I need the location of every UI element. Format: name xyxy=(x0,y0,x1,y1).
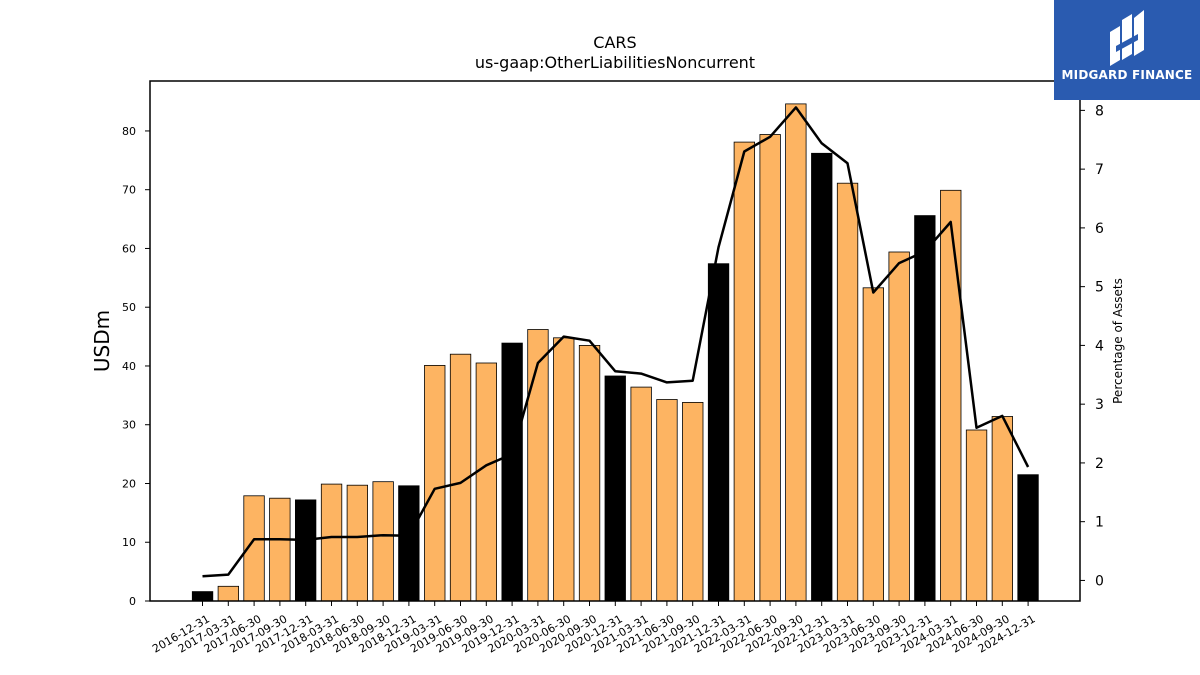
y2-tick-label: 2 xyxy=(1095,456,1104,472)
bar xyxy=(372,481,394,602)
y-tick-label: 80 xyxy=(122,125,136,138)
bar xyxy=(294,499,317,602)
x-axis: 2016-12-312017-03-312017-06-302017-09-30… xyxy=(150,601,1038,656)
bar xyxy=(191,591,214,602)
bar xyxy=(475,362,498,602)
bar xyxy=(862,287,884,602)
bar xyxy=(656,399,678,602)
chart-subtitle: us-gaap:OtherLiabilitiesNoncurrent xyxy=(475,53,755,72)
y-tick-label: 0 xyxy=(129,595,136,608)
bar xyxy=(991,416,1013,602)
bar xyxy=(888,251,910,602)
y2-tick-label: 8 xyxy=(1095,103,1104,119)
y2-tick-label: 7 xyxy=(1095,162,1104,178)
bar xyxy=(398,485,420,602)
bar xyxy=(707,263,730,602)
bar xyxy=(217,585,240,602)
bar xyxy=(836,182,859,602)
y-tick-label: 70 xyxy=(122,184,136,197)
y2-tick-label: 3 xyxy=(1095,397,1104,413)
bar xyxy=(682,401,704,602)
bar xyxy=(785,103,807,602)
y-tick-label: 50 xyxy=(122,301,136,314)
bar xyxy=(811,152,833,602)
bar xyxy=(501,342,523,602)
bar xyxy=(527,329,549,602)
bar xyxy=(965,429,988,602)
bar xyxy=(1017,474,1039,602)
y-tick-label: 60 xyxy=(122,242,136,255)
bar xyxy=(424,364,446,602)
bar xyxy=(269,497,291,602)
y-axis-label: USDm xyxy=(90,310,114,372)
y-tick-label: 40 xyxy=(122,360,136,373)
percentage-line xyxy=(202,106,1030,578)
bar xyxy=(733,141,755,602)
bar xyxy=(630,386,652,602)
y-axis-right: 0 1 2 3 4 5 6 7 8 xyxy=(1080,103,1104,589)
line-layer xyxy=(202,106,1030,578)
y2-tick-label: 5 xyxy=(1095,280,1104,296)
y2-tick-label: 6 xyxy=(1095,221,1104,237)
chart-title: CARS xyxy=(593,33,636,52)
y2-axis-label: Percentage of Assets xyxy=(1111,278,1125,404)
brand-name: MIDGARD FINANCE xyxy=(1061,68,1193,82)
bar xyxy=(940,189,962,602)
y-tick-label: 20 xyxy=(122,477,136,490)
y2-tick-label: 0 xyxy=(1095,573,1104,589)
bar xyxy=(553,337,575,602)
bar xyxy=(320,483,343,602)
bar xyxy=(346,484,369,602)
y2-tick-label: 4 xyxy=(1095,338,1104,354)
bar xyxy=(759,134,781,602)
brand-logo: MIDGARD FINANCE xyxy=(1054,0,1200,100)
midgard-logo-icon xyxy=(1110,10,1144,66)
bars-layer xyxy=(191,103,1039,602)
y-axis-left: 0 10 20 30 40 50 60 70 80 xyxy=(122,125,150,608)
bar xyxy=(604,375,626,602)
bar xyxy=(578,344,601,602)
y-tick-label: 10 xyxy=(122,536,136,549)
y-tick-label: 30 xyxy=(122,419,136,432)
bar xyxy=(914,215,936,602)
y2-tick-label: 1 xyxy=(1095,515,1104,531)
